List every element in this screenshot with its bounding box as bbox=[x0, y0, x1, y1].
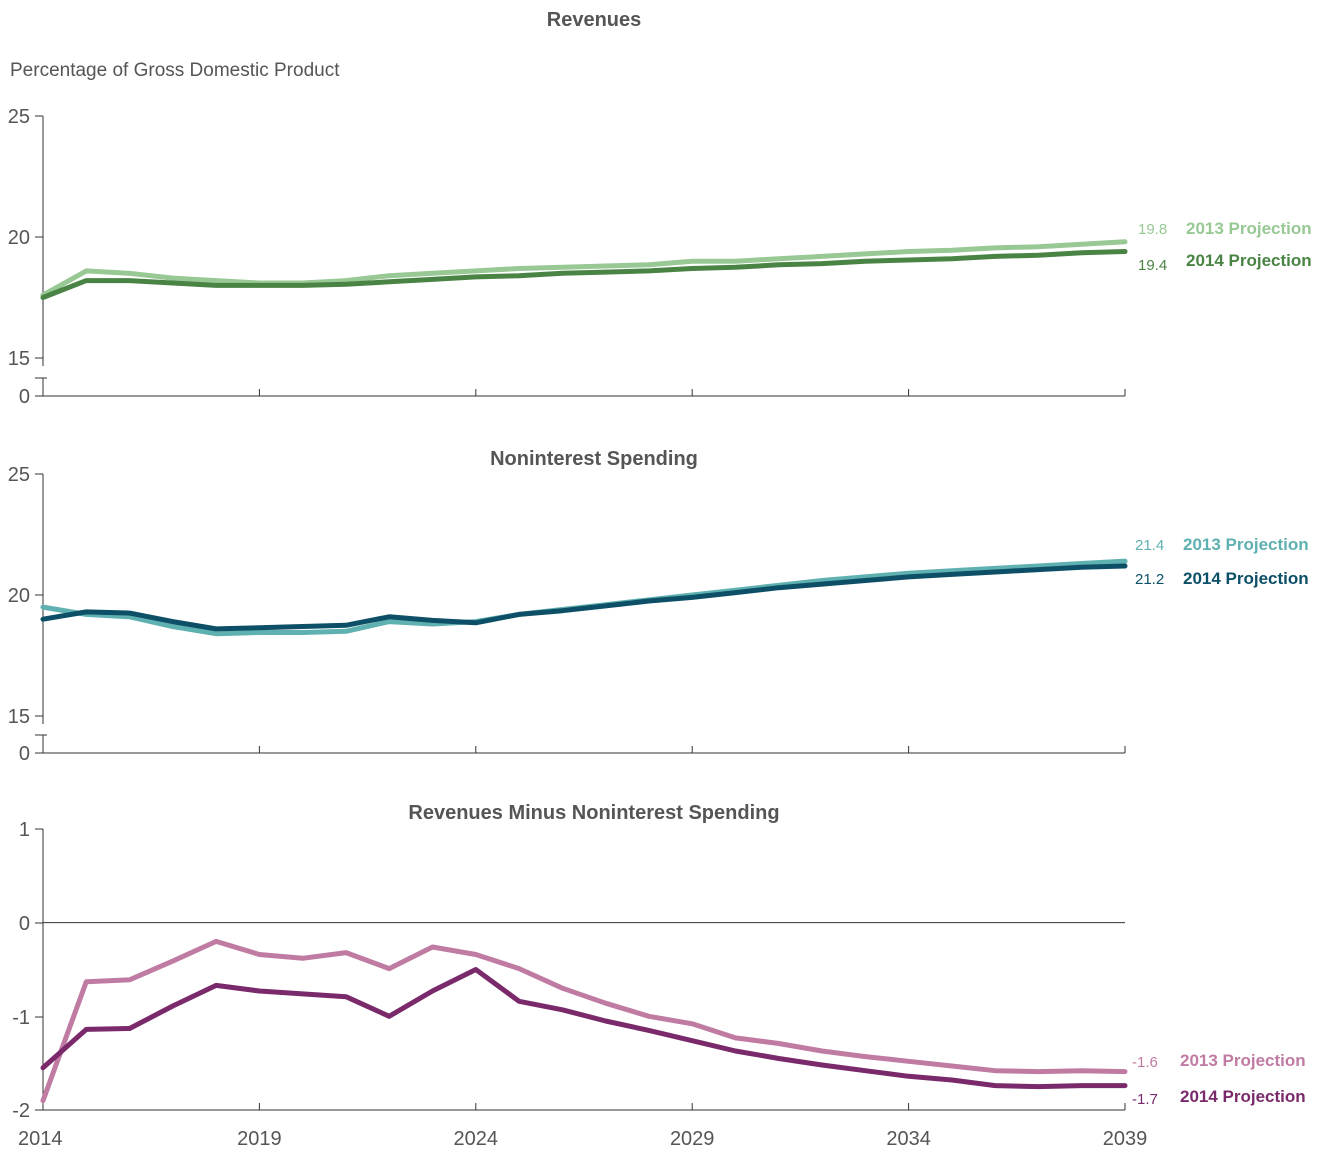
unit-label: Percentage of Gross Domestic Product bbox=[10, 60, 340, 81]
series-end-value: 21.2 bbox=[1135, 571, 1164, 588]
series-label: 2013 Projection bbox=[1180, 1051, 1306, 1070]
x-tick-label: 2039 bbox=[1103, 1128, 1148, 1150]
panel-title: Revenues Minus Noninterest Spending bbox=[408, 802, 779, 824]
series-label: 2013 Projection bbox=[1186, 219, 1312, 238]
series-line-2 bbox=[40, 249, 1128, 300]
x-tick-label: 2029 bbox=[670, 1128, 715, 1150]
series-line-1 bbox=[40, 239, 1128, 298]
y-tick-label: 0 bbox=[19, 386, 30, 408]
series-end-value: 19.4 bbox=[1138, 257, 1167, 274]
series-label: 2013 Projection bbox=[1183, 535, 1309, 554]
x-tick-label: 2034 bbox=[886, 1128, 931, 1150]
y-tick-label: 25 bbox=[8, 106, 30, 128]
series-end-value: -1.6 bbox=[1132, 1054, 1158, 1071]
y-tick-label: 0 bbox=[19, 743, 30, 765]
panel-title: Noninterest Spending bbox=[490, 448, 698, 470]
y-tick-label: 20 bbox=[8, 585, 30, 607]
y-tick-label: 20 bbox=[8, 227, 30, 249]
series-line-2 bbox=[40, 967, 1128, 1090]
x-tick-label: 2014 bbox=[18, 1128, 63, 1150]
series-label: 2014 Projection bbox=[1186, 251, 1312, 270]
y-tick-label: -1 bbox=[12, 1007, 30, 1029]
x-tick-label: 2024 bbox=[454, 1128, 499, 1150]
series-end-value: 21.4 bbox=[1135, 537, 1164, 554]
series-label: 2014 Projection bbox=[1183, 569, 1309, 588]
x-tick-label: 2019 bbox=[237, 1128, 282, 1150]
series-line-1 bbox=[40, 938, 1128, 1104]
series-end-value: 19.8 bbox=[1138, 221, 1167, 238]
series-label: 2014 Projection bbox=[1180, 1087, 1306, 1106]
y-tick-label: 15 bbox=[8, 706, 30, 728]
y-tick-label: 0 bbox=[19, 913, 30, 935]
y-tick-label: 1 bbox=[19, 819, 30, 841]
series-end-value: -1.7 bbox=[1132, 1091, 1158, 1108]
y-tick-label: 25 bbox=[8, 464, 30, 486]
series-line-2 bbox=[40, 563, 1128, 632]
panel-title: Revenues bbox=[547, 9, 642, 31]
y-tick-label: -2 bbox=[12, 1100, 30, 1122]
y-tick-label: 15 bbox=[8, 348, 30, 370]
